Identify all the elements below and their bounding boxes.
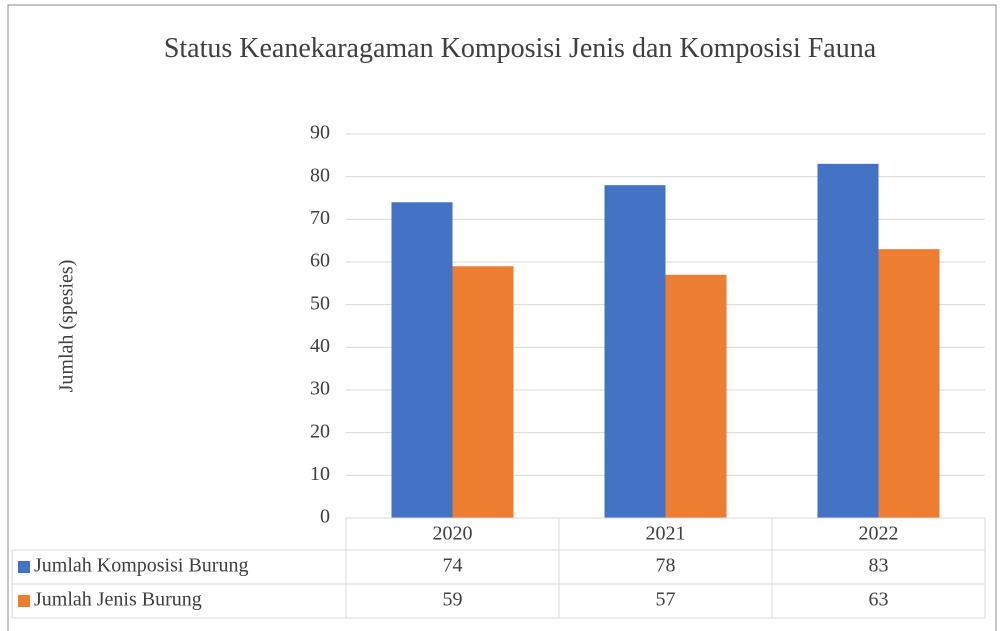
y-tick-label: 40 xyxy=(310,335,330,357)
bar xyxy=(391,202,453,518)
bar xyxy=(817,163,879,518)
y-tick-label: 60 xyxy=(310,250,330,272)
y-tick-label: 90 xyxy=(310,122,330,144)
chart-border xyxy=(7,4,997,631)
legend-key xyxy=(18,561,30,573)
legend-key xyxy=(18,595,30,607)
legend-label: Jumlah Jenis Burung xyxy=(34,589,202,611)
bar xyxy=(452,266,514,518)
table-value: 78 xyxy=(656,555,676,577)
x-tick-label: 2022 xyxy=(859,523,899,545)
table-value: 74 xyxy=(443,555,463,577)
x-tick-label: 2020 xyxy=(433,523,473,545)
table-value: 63 xyxy=(869,589,889,611)
y-tick-label: 80 xyxy=(310,164,330,186)
bar xyxy=(878,249,940,518)
table-value: 83 xyxy=(869,555,889,577)
legend-label: Jumlah Komposisi Burung xyxy=(34,555,248,577)
bar xyxy=(604,185,666,518)
y-tick-label: 0 xyxy=(320,506,330,528)
y-tick-label: 50 xyxy=(310,292,330,314)
bar xyxy=(665,274,727,518)
y-tick-label: 30 xyxy=(310,378,330,400)
x-tick-label: 2021 xyxy=(646,523,686,545)
y-tick-label: 70 xyxy=(310,207,330,229)
table-value: 59 xyxy=(443,589,463,611)
table-value: 57 xyxy=(656,589,676,611)
chart-title: Status Keanekaragaman Komposisi Jenis da… xyxy=(163,33,877,64)
y-axis-label: Jumlah (spesies) xyxy=(56,260,78,393)
y-tick-label: 10 xyxy=(310,463,330,485)
y-tick-label: 20 xyxy=(310,420,330,442)
